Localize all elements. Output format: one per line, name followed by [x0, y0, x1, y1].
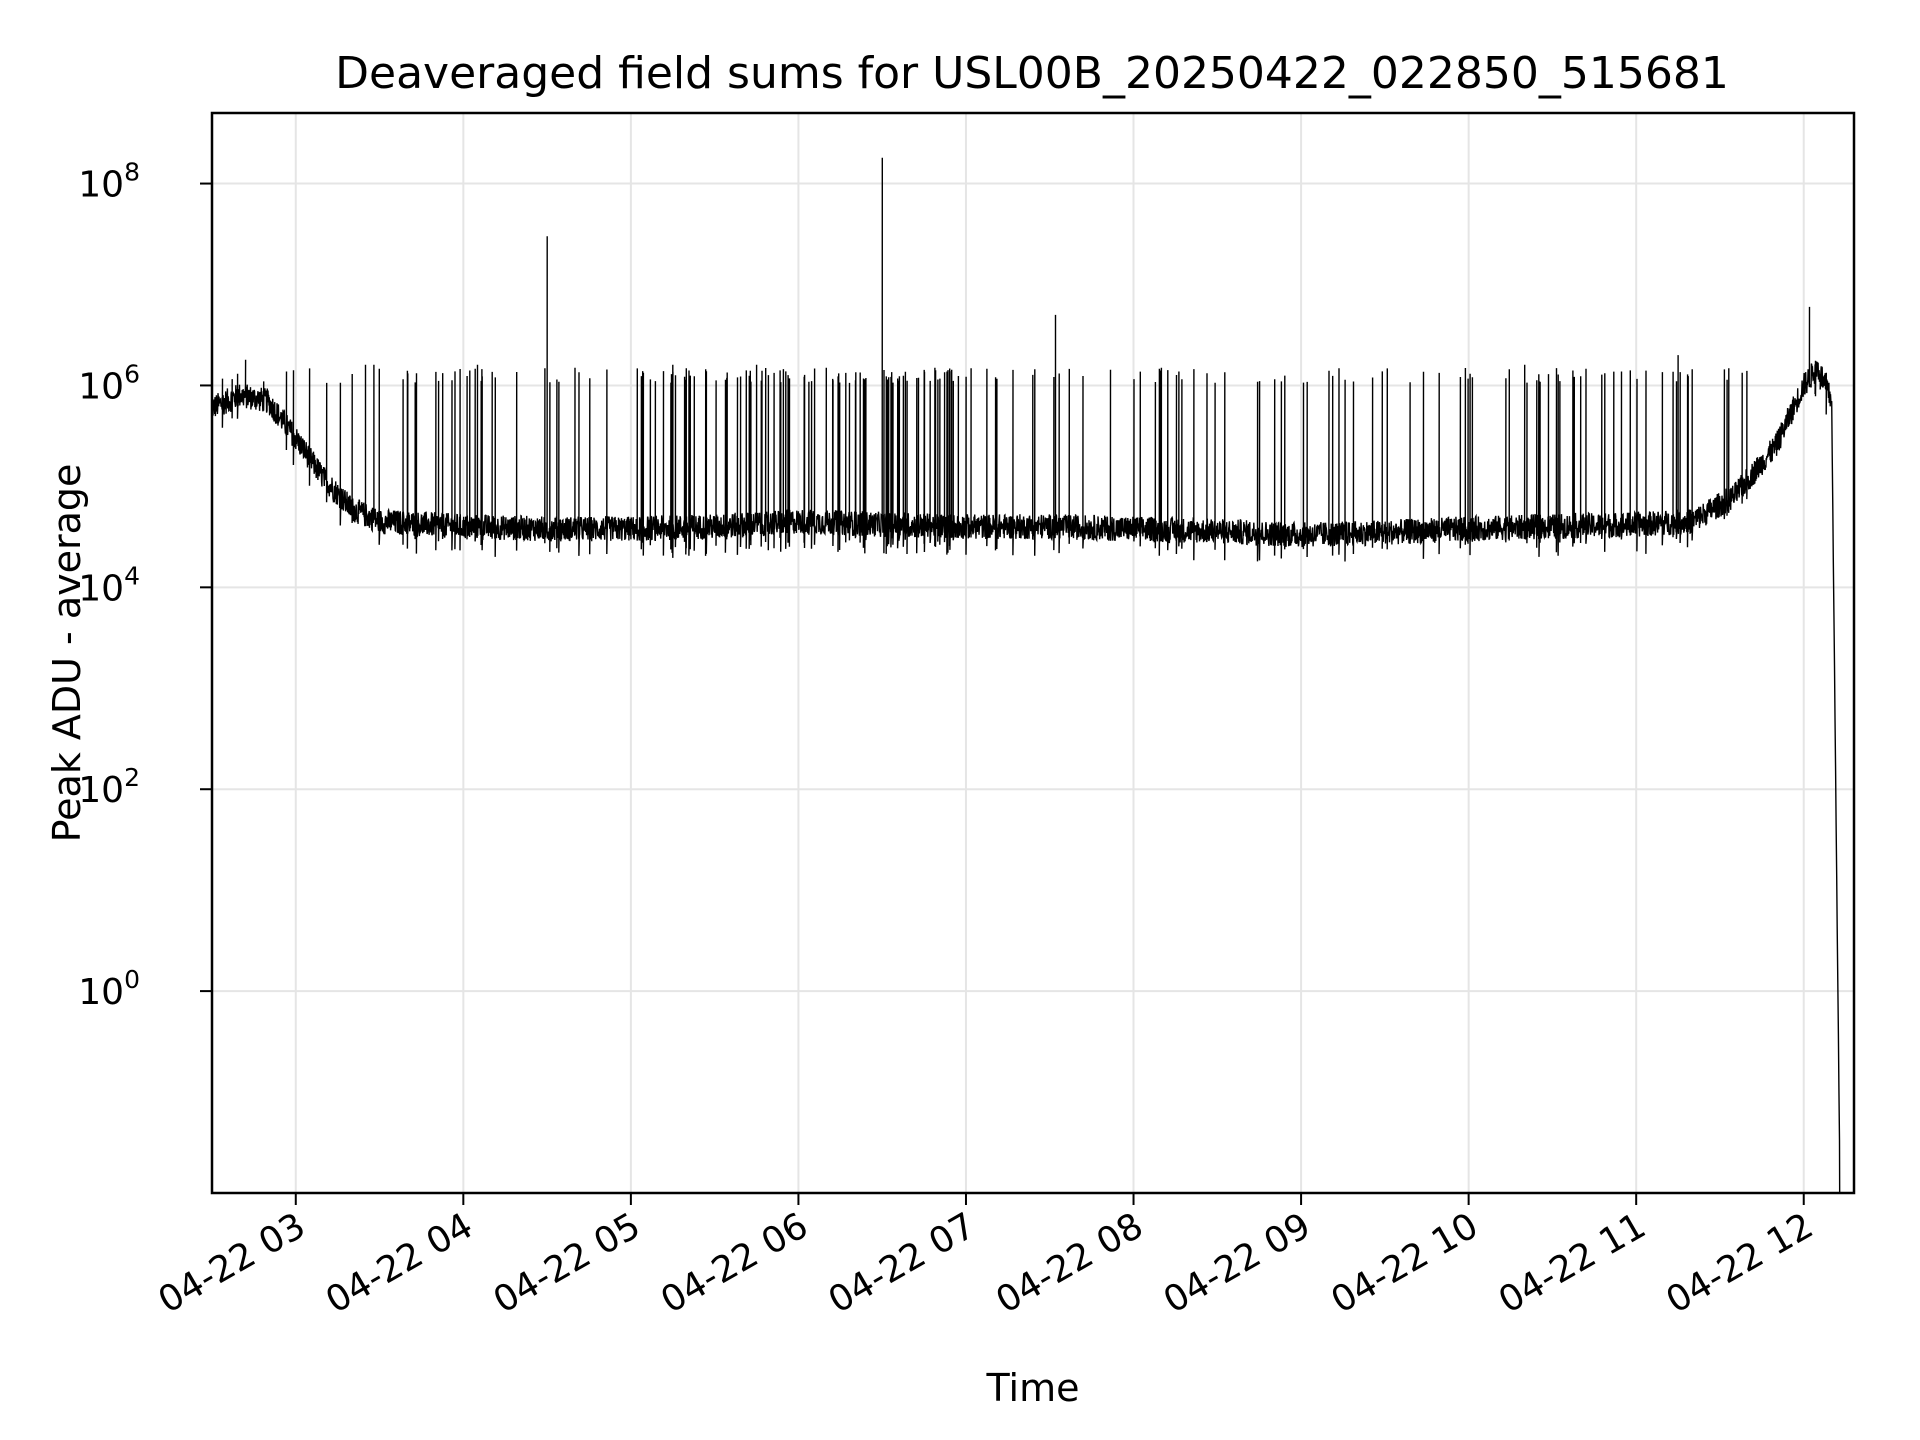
- x-tick-label: 04-22 12: [1660, 1205, 1821, 1321]
- x-tick-label: 04-22 04: [319, 1205, 480, 1321]
- y-tick-label: 100: [78, 965, 140, 1013]
- x-axis-label: Time: [986, 1366, 1080, 1410]
- y-tick-base: 10: [78, 568, 124, 609]
- x-tick-label: 04-22 06: [654, 1205, 815, 1321]
- y-tick-exponent: 6: [124, 359, 140, 388]
- y-tick-base: 10: [78, 770, 124, 811]
- x-axis: 04-22 03 04-22 04 04-22 05 04-22 06 04-22 07…: [152, 1193, 1821, 1322]
- x-tick-label: 04-22 09: [1157, 1205, 1318, 1321]
- y-tick-label: 102: [78, 763, 140, 811]
- x-tick-label: 04-22 07: [822, 1205, 983, 1321]
- x-tick-label: 04-22 03: [152, 1205, 313, 1321]
- y-tick-label: 104: [78, 561, 140, 609]
- series-line: [212, 157, 1841, 1193]
- y-tick-exponent: 0: [124, 965, 140, 994]
- y-tick-exponent: 8: [124, 158, 140, 187]
- y-tick-base: 10: [78, 165, 124, 206]
- y-tick-label: 108: [78, 158, 140, 206]
- x-tick-label: 04-22 08: [989, 1205, 1150, 1321]
- y-tick-label: 106: [78, 359, 140, 407]
- x-tick-label: 04-22 10: [1324, 1205, 1485, 1321]
- y-tick-base: 10: [78, 366, 124, 407]
- chart-title: Deaveraged field sums for USL00B_2025042…: [335, 48, 1729, 99]
- y-tick-exponent: 4: [124, 561, 140, 590]
- x-tick-label: 04-22 05: [487, 1205, 648, 1321]
- y-tick-base: 10: [78, 972, 124, 1013]
- x-tick-label: 04-22 11: [1492, 1205, 1653, 1321]
- plot-frame: [210, 111, 1856, 1195]
- plot-area: [212, 157, 1841, 1193]
- y-tick-exponent: 2: [124, 763, 140, 792]
- y-axis-label: Peak ADU - average: [45, 464, 89, 843]
- grid-layer: [212, 113, 1854, 1193]
